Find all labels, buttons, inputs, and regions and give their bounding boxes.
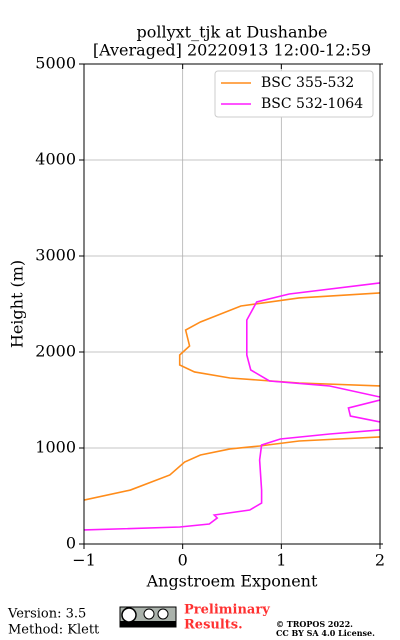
legend-label: BSC 532-1064 (261, 96, 363, 112)
version: Version: 3.5 (7, 607, 86, 622)
x-tick-label: 2 (375, 551, 385, 570)
plot-frame (83, 63, 381, 545)
y-tick-label: 4000 (35, 150, 76, 169)
method: Method: Klett (8, 623, 100, 638)
y-tick-label: 0 (66, 534, 76, 553)
license: CC BY SA 4.0 License. (276, 628, 375, 638)
cc-logo (119, 606, 177, 628)
data-line (84, 282, 380, 531)
x-tick-label: 0 (178, 551, 188, 570)
data-line (84, 292, 380, 501)
preliminary-note: Preliminary (184, 603, 270, 618)
x-tick-label: −1 (72, 551, 96, 570)
legend-box (214, 70, 374, 118)
chart-title: [Averaged] 20220913 12:00-12:59 (93, 41, 371, 60)
copyright: © TROPOS 2022. (276, 619, 353, 629)
chart-title: pollyxt_tjk at Dushanbe (136, 23, 327, 42)
x-tick-label: 1 (276, 551, 286, 570)
preliminary-note: Results. (184, 618, 243, 633)
y-tick-label: 5000 (35, 54, 76, 73)
y-tick-label: 3000 (35, 246, 76, 265)
legend-label: BSC 355-532 (261, 75, 354, 91)
y-tick-label: 1000 (35, 438, 76, 457)
y-axis-label: Height (m) (8, 260, 27, 348)
y-tick-label: 2000 (35, 342, 76, 361)
x-axis-label: Angstroem Exponent (146, 572, 318, 591)
